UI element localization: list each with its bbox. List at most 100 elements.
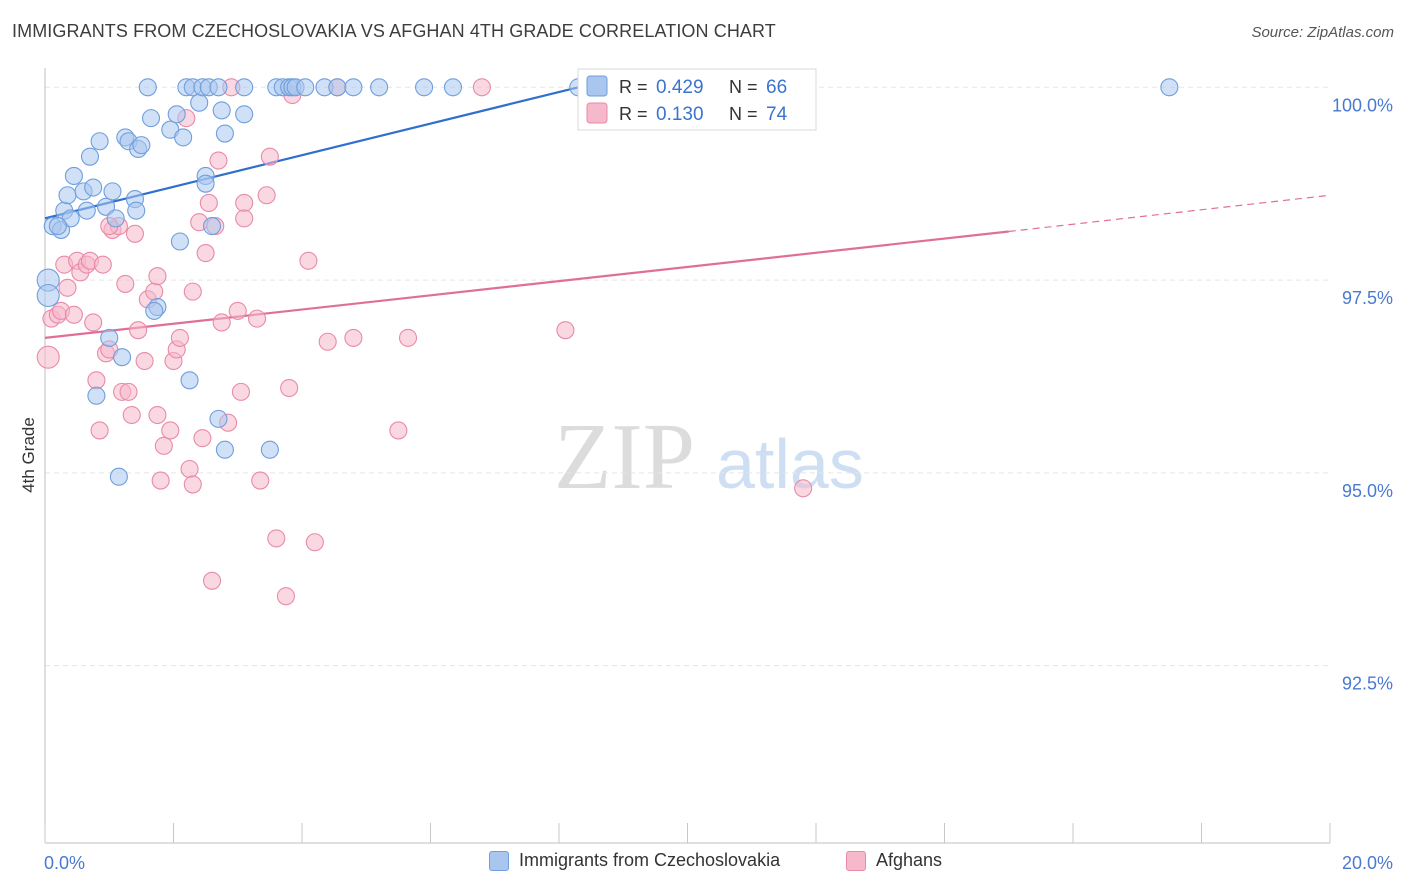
point-czechoslovakia-38 xyxy=(235,105,254,124)
legend-label-afghans: Afghans xyxy=(876,850,943,870)
point-afghans-25 xyxy=(135,351,154,371)
axes xyxy=(44,68,1331,844)
watermark: ZIP atlas xyxy=(554,405,864,509)
legend-label-czechoslovakia: Immigrants from Czechoslovakia xyxy=(519,850,781,870)
point-afghans-21 xyxy=(119,382,138,401)
point-afghans-68 xyxy=(398,328,418,347)
point-afghans-66 xyxy=(344,328,363,347)
point-afghans-69 xyxy=(472,78,491,97)
point-czechoslovakia-29 xyxy=(190,93,209,112)
point-czechoslovakia-12 xyxy=(90,132,109,151)
point-czechoslovakia-11 xyxy=(84,178,103,197)
legend-r-value-2: 0.130 xyxy=(656,104,704,125)
point-czechoslovakia-58 xyxy=(145,301,164,320)
point-afghans-11 xyxy=(84,313,103,332)
point-afghans-30 xyxy=(151,471,170,490)
point-afghans-64 xyxy=(318,332,337,351)
point-afghans-63 xyxy=(305,533,324,552)
point-czechoslovakia-19 xyxy=(127,201,146,220)
point-afghans-32 xyxy=(161,421,180,440)
chart-title: IMMIGRANTS FROM CZECHOSLOVAKIA VS AFGHAN… xyxy=(12,21,776,41)
point-afghans-72 xyxy=(794,479,813,498)
point-afghans-53 xyxy=(235,209,254,228)
trend-line-afghans xyxy=(44,230,1009,339)
point-afghans-42 xyxy=(196,244,215,263)
point-czechoslovakia-50 xyxy=(415,78,434,97)
y-tick-label-1: 97.5% xyxy=(1342,288,1393,308)
point-czechoslovakia-33 xyxy=(196,174,215,193)
point-czechoslovakia-61 xyxy=(209,409,228,428)
point-afghans-23 xyxy=(125,224,144,243)
trend-line-czechoslovakia xyxy=(44,86,579,220)
point-czechoslovakia-14 xyxy=(103,182,122,201)
tick-labels: 100.0% 97.5% 95.0% 92.5% 0.0% 20.0% xyxy=(44,95,1393,873)
point-afghans-41 xyxy=(193,429,212,448)
legend-item-czechoslovakia[interactable]: Immigrants from Czechoslovakia xyxy=(489,850,780,871)
point-afghans-46 xyxy=(209,151,228,170)
point-czechoslovakia-64 xyxy=(109,467,128,486)
point-afghans-0 xyxy=(36,345,60,369)
point-afghans-13 xyxy=(90,421,109,440)
legend-n-label-2: N = xyxy=(729,104,758,124)
point-czechoslovakia-36 xyxy=(212,101,231,120)
point-czechoslovakia-59 xyxy=(170,232,189,251)
point-czechoslovakia-10 xyxy=(80,147,100,166)
data-points xyxy=(36,78,1179,606)
x-tick-label-min: 0.0% xyxy=(44,853,85,873)
point-afghans-60 xyxy=(280,378,299,398)
point-czechoslovakia-25 xyxy=(167,105,186,124)
point-afghans-44 xyxy=(203,571,222,590)
point-afghans-62 xyxy=(299,251,318,270)
point-afghans-29 xyxy=(148,267,167,286)
point-afghans-28 xyxy=(148,405,167,425)
point-czechoslovakia-62 xyxy=(215,440,234,459)
point-afghans-52 xyxy=(235,193,254,213)
legend-swatch-czechoslovakia xyxy=(586,75,608,97)
point-czechoslovakia-47 xyxy=(328,78,347,97)
point-afghans-47 xyxy=(212,313,231,332)
point-afghans-59 xyxy=(276,587,295,606)
point-czechoslovakia-35 xyxy=(209,78,228,97)
y-tick-label-0: 100.0% xyxy=(1332,95,1393,115)
point-czechoslovakia-39 xyxy=(235,78,254,97)
point-afghans-56 xyxy=(257,186,276,205)
point-afghans-58 xyxy=(267,529,286,548)
point-afghans-37 xyxy=(180,459,199,479)
legend-r-value-1: 0.429 xyxy=(656,77,704,98)
point-afghans-51 xyxy=(231,382,251,401)
x-tick-label-max: 20.0% xyxy=(1342,853,1393,873)
legend-r-label-2: R = xyxy=(619,104,648,124)
point-afghans-12 xyxy=(87,371,106,390)
point-czechoslovakia-1 xyxy=(36,283,60,308)
point-czechoslovakia-56 xyxy=(87,386,106,405)
point-afghans-55 xyxy=(251,471,270,490)
point-czechoslovakia-60 xyxy=(180,371,199,390)
legend-swatch-afghans xyxy=(586,102,608,124)
point-czechoslovakia-55 xyxy=(113,348,132,367)
point-afghans-24 xyxy=(129,321,148,340)
point-afghans-6 xyxy=(64,305,83,324)
grid-lines xyxy=(45,86,1330,667)
point-afghans-27 xyxy=(145,282,164,301)
point-afghans-67 xyxy=(389,421,408,440)
point-afghans-50 xyxy=(228,301,247,320)
legend-item-afghans[interactable]: Afghans xyxy=(846,850,942,871)
point-afghans-57 xyxy=(260,147,279,166)
point-czechoslovakia-63 xyxy=(260,440,279,459)
y-tick-label-2: 95.0% xyxy=(1342,481,1393,501)
legend-n-value-1: 66 xyxy=(766,77,787,98)
point-czechoslovakia-48 xyxy=(344,78,363,97)
point-czechoslovakia-51 xyxy=(443,78,463,97)
legend-n-label-1: N = xyxy=(729,77,758,97)
legend-swatch-blue xyxy=(489,850,509,871)
legend-series: Immigrants from Czechoslovakia Afghans xyxy=(0,850,1406,878)
point-afghans-70 xyxy=(556,321,575,340)
legend-stats: R = 0.429 N = 66 R = 0.130 N = 74 xyxy=(577,68,817,131)
point-afghans-54 xyxy=(247,309,267,328)
point-czechoslovakia-23 xyxy=(141,109,161,128)
point-afghans-39 xyxy=(183,282,202,301)
point-afghans-5 xyxy=(58,278,77,297)
point-czechoslovakia-9 xyxy=(77,201,96,220)
watermark-zip: ZIP xyxy=(554,405,695,509)
